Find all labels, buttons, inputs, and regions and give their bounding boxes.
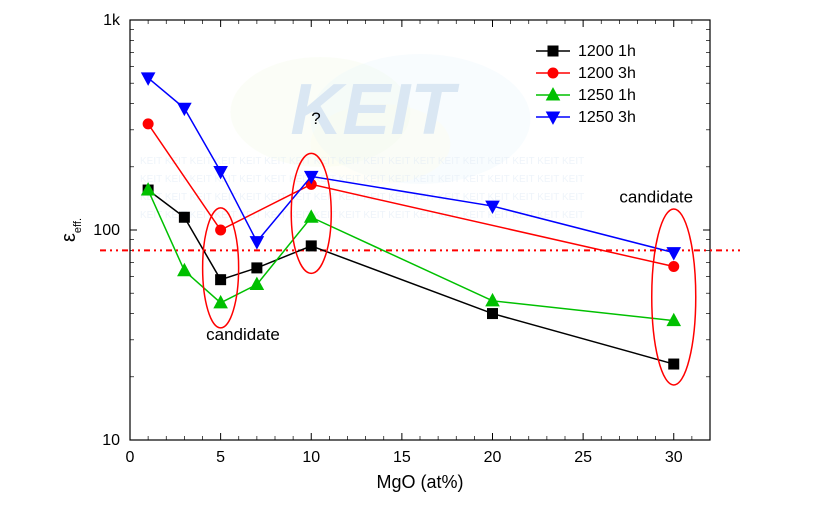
svg-text:KEIT KEIT KEIT KEIT KEIT KEIT: KEIT KEIT KEIT KEIT KEIT KEIT KEIT KEIT … [140, 174, 584, 185]
x-tick-label: 0 [126, 449, 135, 466]
annotation-text: candidate [619, 188, 693, 207]
svg-text:KEIT KEIT KEIT KEIT KEIT KEIT: KEIT KEIT KEIT KEIT KEIT KEIT KEIT KEIT … [140, 210, 584, 221]
y-tick-label: 100 [93, 222, 120, 239]
y-tick-label: 1k [103, 12, 121, 29]
x-tick-label: 15 [393, 449, 411, 466]
svg-text:KEIT KEIT KEIT KEIT KEIT KEIT: KEIT KEIT KEIT KEIT KEIT KEIT KEIT KEIT … [140, 156, 584, 167]
x-tick-label: 20 [484, 449, 502, 466]
x-tick-label: 25 [574, 449, 592, 466]
x-tick-label: 10 [302, 449, 320, 466]
chart-container: KEITKEIT KEIT KEIT KEIT KEIT KEIT KEIT K… [0, 0, 817, 526]
y-tick-label: 10 [102, 432, 120, 449]
legend-label: 1200 3h [578, 65, 636, 82]
legend-label: 1200 1h [578, 43, 636, 60]
x-tick-label: 5 [216, 449, 225, 466]
svg-text:KEIT KEIT KEIT KEIT KEIT KEIT: KEIT KEIT KEIT KEIT KEIT KEIT KEIT KEIT … [140, 192, 584, 203]
legend-label: 1250 1h [578, 87, 636, 104]
x-tick-label: 30 [665, 449, 683, 466]
annotation-text: ? [311, 109, 320, 128]
legend-label: 1250 3h [578, 109, 636, 126]
annotation-text: candidate [206, 325, 280, 344]
chart-svg: KEITKEIT KEIT KEIT KEIT KEIT KEIT KEIT K… [0, 0, 817, 526]
x-axis-label: MgO (at%) [376, 472, 463, 492]
